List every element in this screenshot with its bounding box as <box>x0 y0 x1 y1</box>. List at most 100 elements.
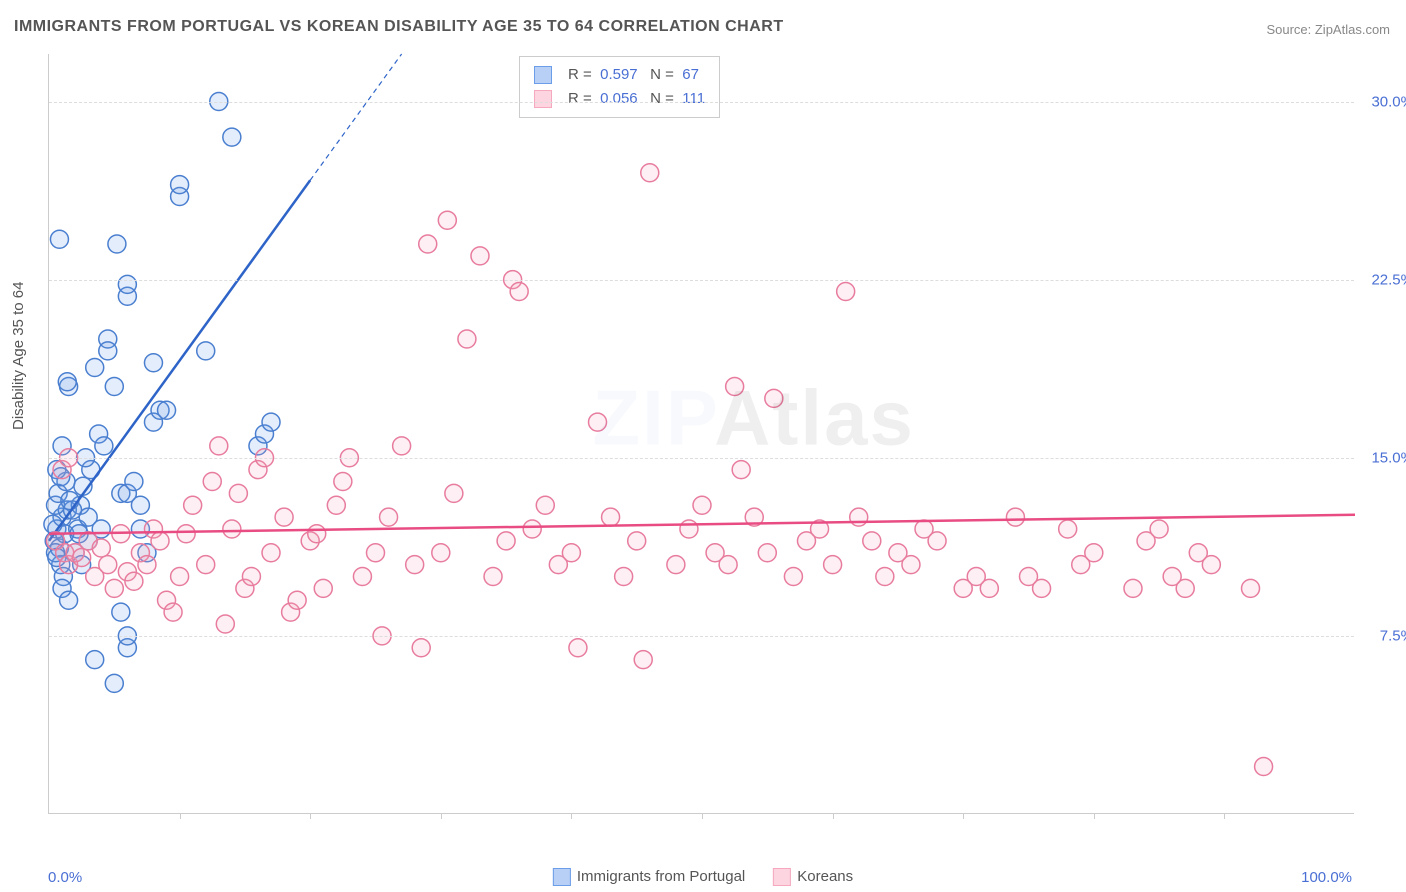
data-point <box>1242 579 1260 597</box>
data-point <box>497 532 515 550</box>
data-point <box>536 496 554 514</box>
data-point <box>229 484 247 502</box>
data-point <box>144 354 162 372</box>
data-point <box>171 568 189 586</box>
correlation-legend: R = 0.597 N = 67R = 0.056 N = 111 <box>519 56 720 118</box>
data-point <box>327 496 345 514</box>
data-point <box>112 603 130 621</box>
data-point <box>569 639 587 657</box>
data-point <box>105 378 123 396</box>
data-point <box>458 330 476 348</box>
scatter-svg <box>49 54 1354 813</box>
data-point <box>628 532 646 550</box>
legend-item: Immigrants from Portugal <box>553 868 745 886</box>
x-axis-max-label: 100.0% <box>1301 869 1352 886</box>
data-point <box>131 496 149 514</box>
correlation-legend-row: R = 0.597 N = 67 <box>534 63 705 87</box>
grid-line <box>49 102 1354 103</box>
y-axis-label: Disability Age 35 to 64 <box>10 282 27 430</box>
x-tick <box>1224 813 1225 819</box>
data-point <box>367 544 385 562</box>
data-point <box>197 342 215 360</box>
y-tick-label: 30.0% <box>1360 93 1406 110</box>
data-point <box>125 572 143 590</box>
legend-item: Koreans <box>773 868 853 886</box>
data-point <box>980 579 998 597</box>
data-point <box>125 473 143 491</box>
x-tick <box>963 813 964 819</box>
data-point <box>99 342 117 360</box>
grid-line <box>49 636 1354 637</box>
data-point <box>784 568 802 586</box>
legend-label: Koreans <box>797 868 853 885</box>
source-attribution: Source: ZipAtlas.com <box>1266 22 1390 37</box>
data-point <box>223 520 241 538</box>
data-point <box>314 579 332 597</box>
data-point <box>1176 579 1194 597</box>
data-point <box>719 556 737 574</box>
data-point <box>484 568 502 586</box>
data-point <box>634 651 652 669</box>
x-tick <box>833 813 834 819</box>
correlation-legend-row: R = 0.056 N = 111 <box>534 87 705 111</box>
data-point <box>876 568 894 586</box>
data-point <box>863 532 881 550</box>
data-point <box>419 235 437 253</box>
data-point <box>353 568 371 586</box>
data-point <box>197 556 215 574</box>
data-point <box>667 556 685 574</box>
x-tick <box>180 813 181 819</box>
correlation-text: R = 0.056 N = 111 <box>568 87 705 111</box>
y-tick-label: 15.0% <box>1360 449 1406 466</box>
data-point <box>99 556 117 574</box>
x-tick <box>1094 813 1095 819</box>
data-point <box>726 378 744 396</box>
data-point <box>288 591 306 609</box>
data-point <box>105 579 123 597</box>
data-point <box>928 532 946 550</box>
data-point <box>641 164 659 182</box>
data-point <box>824 556 842 574</box>
data-point <box>50 230 68 248</box>
x-tick <box>441 813 442 819</box>
data-point <box>58 373 76 391</box>
data-point <box>438 211 456 229</box>
data-point <box>1150 520 1168 538</box>
data-point <box>61 492 79 510</box>
grid-line <box>49 280 1354 281</box>
data-point <box>510 283 528 301</box>
data-point <box>589 413 607 431</box>
data-point <box>1202 556 1220 574</box>
data-point <box>184 496 202 514</box>
data-point <box>242 568 260 586</box>
data-point <box>158 401 176 419</box>
data-point <box>680 520 698 538</box>
data-point <box>523 520 541 538</box>
data-point <box>73 549 91 567</box>
data-point <box>615 568 633 586</box>
y-tick-label: 7.5% <box>1360 627 1406 644</box>
data-point <box>393 437 411 455</box>
data-point <box>471 247 489 265</box>
data-point <box>765 389 783 407</box>
data-point <box>334 473 352 491</box>
data-point <box>105 674 123 692</box>
data-point <box>223 128 241 146</box>
chart-plot-area: ZIPAtlas R = 0.597 N = 67R = 0.056 N = 1… <box>48 54 1354 814</box>
data-point <box>177 525 195 543</box>
data-point <box>210 437 228 455</box>
x-tick <box>571 813 572 819</box>
x-axis-min-label: 0.0% <box>48 869 82 886</box>
trend-line-extrapolated <box>310 54 401 180</box>
data-point <box>308 525 326 543</box>
grid-line <box>49 458 1354 459</box>
data-point <box>262 544 280 562</box>
data-point <box>1255 758 1273 776</box>
data-point <box>693 496 711 514</box>
data-point <box>86 359 104 377</box>
data-point <box>44 515 62 533</box>
data-point <box>902 556 920 574</box>
x-tick <box>702 813 703 819</box>
correlation-text: R = 0.597 N = 67 <box>568 63 699 87</box>
data-point <box>562 544 580 562</box>
